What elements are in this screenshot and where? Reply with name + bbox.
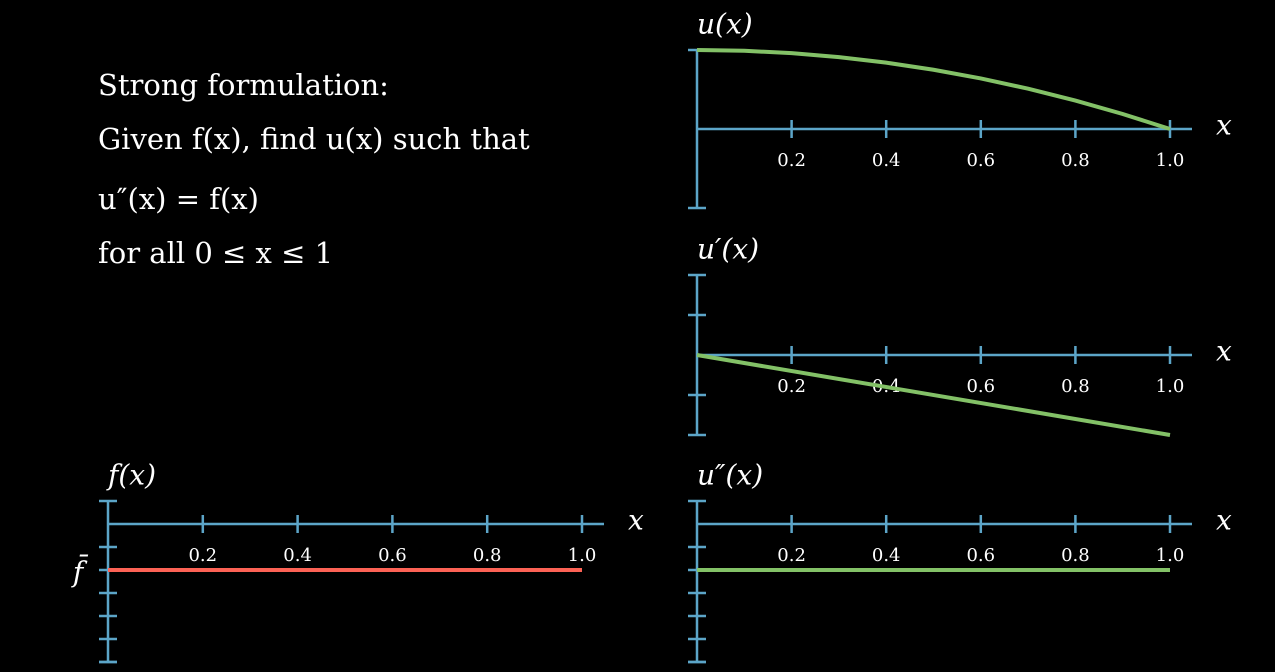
data-line [696,48,1171,131]
x-axis-label: x [1216,504,1232,537]
x-tick-label: 0.2 [777,545,806,566]
x-axis-label: x [1216,335,1232,368]
text-line: u″(x) = f(x) [98,182,259,216]
x-tick-label: 0.4 [872,150,901,171]
x-tick-label: 0.6 [966,150,995,171]
x-tick-label: 0.6 [378,545,407,566]
x-tick-label: 0.8 [1061,545,1090,566]
chart-title: u′(x) [697,233,759,266]
x-tick-label: 0.4 [872,545,901,566]
x-tick-label: 0.6 [966,545,995,566]
x-tick-label: 0.2 [777,150,806,171]
text-line: Given f(x), find u(x) such that [98,122,530,156]
x-tick-label: 0.8 [473,545,502,566]
text-line: for all 0 ≤ x ≤ 1 [98,236,334,270]
text-line: Strong formulation: [98,68,389,102]
chart-title: f(x) [106,459,156,492]
x-axis-label: x [628,504,644,537]
x-tick-label: 0.2 [777,376,806,397]
x-tick-label: 0.8 [1061,376,1090,397]
y-tick-label: f̄ [71,553,89,588]
x-tick-label: 0.8 [1061,150,1090,171]
x-tick-label: 1.0 [568,545,597,566]
x-tick-label: 0.4 [283,545,312,566]
x-tick-label: 1.0 [1156,150,1185,171]
data-line [696,353,1171,437]
x-tick-label: 1.0 [1156,545,1185,566]
chart-title: u(x) [697,8,753,41]
x-tick-label: 1.0 [1156,376,1185,397]
x-tick-label: 0.2 [188,545,217,566]
x-tick-label: 0.6 [966,376,995,397]
chart-title: u″(x) [697,459,763,492]
x-axis-label: x [1216,109,1232,142]
